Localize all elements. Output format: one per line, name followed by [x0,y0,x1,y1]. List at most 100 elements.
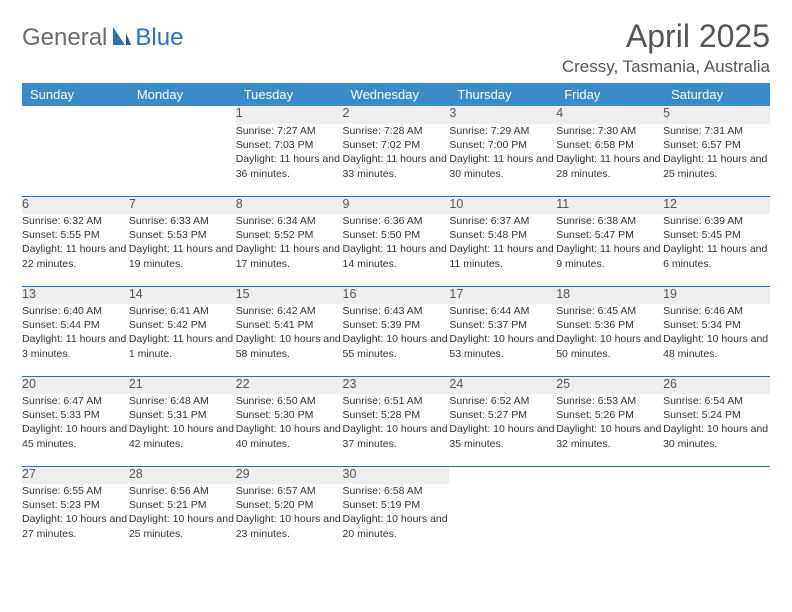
sunset-text: Sunset: 5:19 PM [343,498,450,512]
sunset-text: Sunset: 5:39 PM [343,318,450,332]
day-number-cell: 13 [22,286,129,304]
day-number-cell: 18 [556,286,663,304]
sunset-text: Sunset: 5:45 PM [663,228,770,242]
day-number-cell: 3 [449,106,556,124]
daylight-text: Daylight: 11 hours and 33 minutes. [343,152,450,180]
sunset-text: Sunset: 6:57 PM [663,138,770,152]
day-number-cell: 26 [663,376,770,394]
sunrise-text: Sunrise: 6:48 AM [129,394,236,408]
sunset-text: Sunset: 5:34 PM [663,318,770,332]
day-number-cell: 2 [343,106,450,124]
day-number-cell: 10 [449,196,556,214]
day-number-row: 27282930 [22,466,770,484]
sunrise-text: Sunrise: 6:39 AM [663,214,770,228]
day-number-cell: 15 [236,286,343,304]
sunrise-text: Sunrise: 6:54 AM [663,394,770,408]
sunset-text: Sunset: 5:20 PM [236,498,343,512]
day-number-cell [663,466,770,484]
day-number-cell: 6 [22,196,129,214]
sunrise-text: Sunrise: 6:38 AM [556,214,663,228]
weekday-header: Saturday [663,83,770,106]
sunset-text: Sunset: 5:55 PM [22,228,129,242]
sunset-text: Sunset: 6:58 PM [556,138,663,152]
daylight-text: Daylight: 11 hours and 14 minutes. [343,242,450,270]
sunset-text: Sunset: 5:28 PM [343,408,450,422]
daylight-text: Daylight: 11 hours and 30 minutes. [449,152,556,180]
sunrise-text: Sunrise: 6:50 AM [236,394,343,408]
sunrise-text: Sunrise: 7:31 AM [663,124,770,138]
sunrise-text: Sunrise: 6:56 AM [129,484,236,498]
day-content-cell: Sunrise: 6:37 AMSunset: 5:48 PMDaylight:… [449,214,556,286]
day-content-cell: Sunrise: 6:56 AMSunset: 5:21 PMDaylight:… [129,484,236,556]
day-number-cell: 21 [129,376,236,394]
day-number-cell: 14 [129,286,236,304]
day-content-cell: Sunrise: 6:54 AMSunset: 5:24 PMDaylight:… [663,394,770,466]
sunrise-text: Sunrise: 7:28 AM [343,124,450,138]
daylight-text: Daylight: 11 hours and 1 minute. [129,332,236,360]
day-content-cell: Sunrise: 6:34 AMSunset: 5:52 PMDaylight:… [236,214,343,286]
sunset-text: Sunset: 5:24 PM [663,408,770,422]
month-title: April 2025 [562,18,770,55]
day-number-cell [556,466,663,484]
day-content-cell [556,484,663,556]
day-number-row: 12345 [22,106,770,124]
day-content-cell: Sunrise: 6:36 AMSunset: 5:50 PMDaylight:… [343,214,450,286]
day-content-row: Sunrise: 6:47 AMSunset: 5:33 PMDaylight:… [22,394,770,466]
day-content-cell: Sunrise: 7:31 AMSunset: 6:57 PMDaylight:… [663,124,770,196]
daylight-text: Daylight: 11 hours and 3 minutes. [22,332,129,360]
day-number-cell: 4 [556,106,663,124]
day-number-cell: 22 [236,376,343,394]
sunrise-text: Sunrise: 6:53 AM [556,394,663,408]
sunrise-text: Sunrise: 6:45 AM [556,304,663,318]
sunset-text: Sunset: 5:23 PM [22,498,129,512]
sunrise-text: Sunrise: 6:40 AM [22,304,129,318]
calendar-table: Sunday Monday Tuesday Wednesday Thursday… [22,83,770,556]
day-content-cell: Sunrise: 6:40 AMSunset: 5:44 PMDaylight:… [22,304,129,376]
sunrise-text: Sunrise: 6:36 AM [343,214,450,228]
day-number-cell: 8 [236,196,343,214]
day-content-row: Sunrise: 6:55 AMSunset: 5:23 PM Daylight:… [22,484,770,556]
weekday-header: Wednesday [343,83,450,106]
sunrise-text: Sunrise: 7:29 AM [449,124,556,138]
day-number-cell: 24 [449,376,556,394]
sunrise-text: Sunrise: 6:43 AM [343,304,450,318]
sunset-text: Sunset: 5:37 PM [449,318,556,332]
day-content-cell: Sunrise: 6:57 AMSunset: 5:20 PMDaylight:… [236,484,343,556]
daylight-text: Daylight: 10 hours and 50 minutes. [556,332,663,360]
day-content-cell: Sunrise: 7:30 AMSunset: 6:58 PMDaylight:… [556,124,663,196]
daylight-text: Daylight: 10 hours and 42 minutes. [129,422,236,450]
day-content-cell: Sunrise: 6:33 AMSunset: 5:53 PMDaylight:… [129,214,236,286]
daylight-text: Daylight: 10 hours and 58 minutes. [236,332,343,360]
sunset-text: Sunset: 5:48 PM [449,228,556,242]
sunrise-text: Sunrise: 6:55 AM [22,484,129,498]
daylight-text: Daylight: 10 hours and 23 minutes. [236,512,343,540]
weekday-header: Tuesday [236,83,343,106]
sunrise-text: Sunrise: 6:46 AM [663,304,770,318]
day-number-cell: 20 [22,376,129,394]
daylight-text: Daylight: 11 hours and 22 minutes. [22,242,129,270]
daylight-text: Daylight: 10 hours and 55 minutes. [343,332,450,360]
sunrise-text: Sunrise: 6:34 AM [236,214,343,228]
day-number-cell: 1 [236,106,343,124]
sunrise-text: Sunrise: 6:57 AM [236,484,343,498]
day-content-cell: Sunrise: 6:41 AMSunset: 5:42 PMDaylight:… [129,304,236,376]
day-number-cell: 16 [343,286,450,304]
daylight-text: Daylight: 10 hours and 30 minutes. [663,422,770,450]
title-block: April 2025 Cressy, Tasmania, Australia [562,18,770,77]
day-content-cell: Sunrise: 7:28 AMSunset: 7:02 PMDaylight:… [343,124,450,196]
daylight-text: Daylight: 10 hours and 37 minutes. [343,422,450,450]
sunset-text: Sunset: 5:50 PM [343,228,450,242]
day-content-cell: Sunrise: 6:46 AMSunset: 5:34 PMDaylight:… [663,304,770,376]
daylight-text: Daylight: 10 hours and 53 minutes. [449,332,556,360]
weekday-header: Monday [129,83,236,106]
day-number-cell: 25 [556,376,663,394]
daylight-text: Daylight: 10 hours and 45 minutes. [22,422,129,450]
day-content-cell: Sunrise: 6:38 AMSunset: 5:47 PMDaylight:… [556,214,663,286]
day-content-cell: Sunrise: 6:43 AMSunset: 5:39 PMDaylight:… [343,304,450,376]
sunrise-text: Sunrise: 6:52 AM [449,394,556,408]
day-number-row: 20212223242526 [22,376,770,394]
daylight-text: Daylight: 10 hours and 20 minutes. [343,512,450,540]
day-number-cell: 5 [663,106,770,124]
daylight-text: Daylight: 11 hours and 36 minutes. [236,152,343,180]
day-number-cell: 9 [343,196,450,214]
